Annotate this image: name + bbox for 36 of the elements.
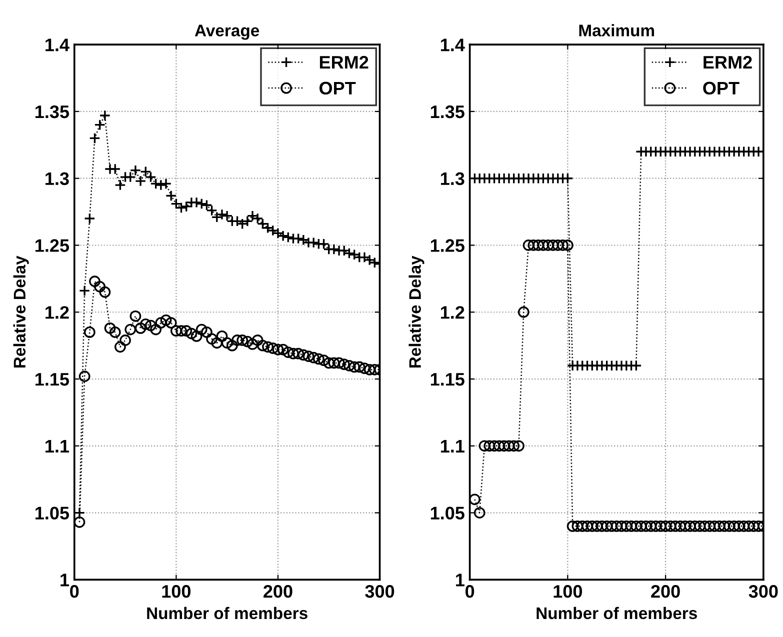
y-tick-label: 1.1 <box>46 440 70 452</box>
y-tick-label: 1.2 <box>46 306 69 319</box>
y-tick-label: 1 <box>456 574 464 586</box>
y-tick-label: 1.1 <box>440 440 464 452</box>
x-tick-label: 200 <box>264 585 292 598</box>
x-axis-title: Number of members <box>147 606 308 620</box>
y-tick-label: 1.25 <box>36 239 70 252</box>
y-tick-label: 1.05 <box>36 506 70 520</box>
y-tick-label: 1.15 <box>430 373 464 386</box>
y-tick-label: 1 <box>60 574 70 586</box>
y-tick-label: 1.3 <box>440 172 464 186</box>
y-tick-label: 1.25 <box>430 239 464 252</box>
x-tick-label: 200 <box>651 585 680 598</box>
legend-label: ERM2 <box>320 56 368 69</box>
x-tick-label: 0 <box>70 585 79 598</box>
legend-label: OPT <box>703 82 740 95</box>
y-tick-label: 1.05 <box>430 506 464 520</box>
x-tick-label: 0 <box>465 585 474 598</box>
y-tick-label: 1.35 <box>36 105 70 118</box>
chart-title: Maximum <box>579 24 654 36</box>
x-tick-label: 300 <box>365 585 394 598</box>
x-tick-label: 300 <box>748 585 778 598</box>
y-tick-label: 1.2 <box>440 306 464 319</box>
x-tick-label: 100 <box>162 585 190 598</box>
legend-label: OPT <box>320 82 356 95</box>
y-tick-label: 1.3 <box>46 172 69 186</box>
x-axis-title: Number of members <box>536 606 697 620</box>
y-tick-label: 1.4 <box>440 38 465 52</box>
x-tick-label: 100 <box>554 585 582 598</box>
chart-title: Average <box>194 24 260 40</box>
y-tick-label: 1.4 <box>46 38 70 52</box>
legend-label: ERM2 <box>704 56 752 69</box>
y-axis-title: Relative Delay <box>408 256 424 368</box>
y-axis-title: Relative Delay <box>13 256 29 368</box>
y-tick-label: 1.15 <box>36 373 70 386</box>
y-tick-label: 1.35 <box>430 105 464 118</box>
